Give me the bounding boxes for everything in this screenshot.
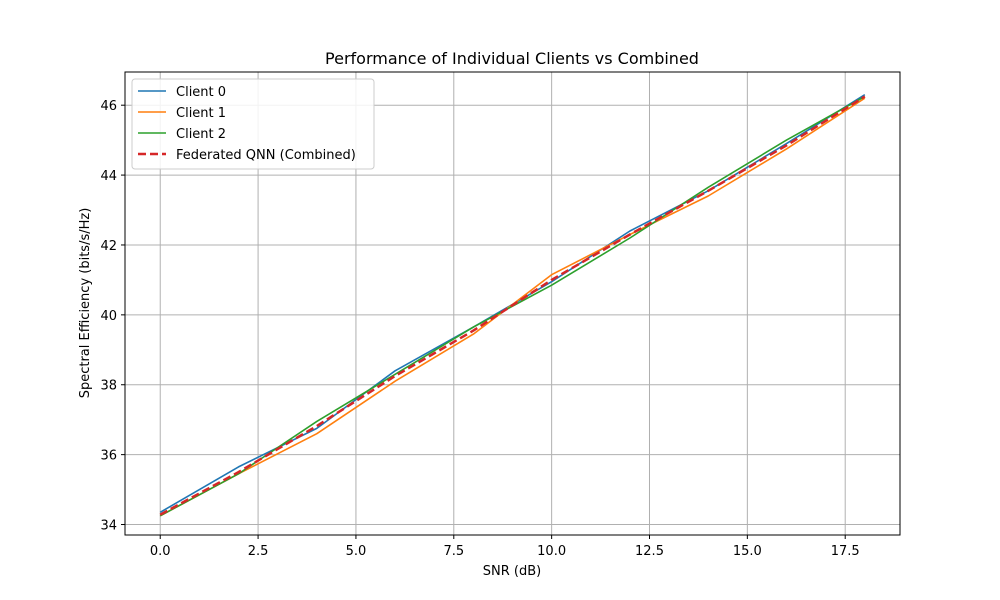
legend-label: Federated QNN (Combined) (176, 148, 356, 163)
grid (125, 72, 900, 535)
x-tick-label: 10.0 (537, 544, 566, 559)
x-tick-label: 5.0 (346, 544, 367, 559)
x-tick-label: 2.5 (248, 544, 269, 559)
y-tick-label: 42 (100, 239, 117, 254)
x-tick-label: 12.5 (635, 544, 664, 559)
series-line-3 (159, 95, 866, 516)
series-lines (159, 94, 866, 517)
y-tick-label: 34 (100, 519, 117, 534)
y-tick-label: 44 (100, 169, 117, 184)
y-tick-label: 38 (100, 379, 117, 394)
legend: Client 0 Client 1 Client 2 Federated QNN (C… (131, 78, 375, 170)
legend-box (131, 78, 375, 170)
x-tick-label: 7.5 (443, 544, 464, 559)
x-tick-label: 15.0 (733, 544, 762, 559)
y-tick-label: 46 (100, 99, 117, 114)
plot-frame (124, 71, 901, 536)
legend-label: Client 0 (176, 85, 226, 100)
x-axis-ticks: 0.0 2.5 5.0 7.5 10.0 12.5 15.0 17.5 (150, 535, 860, 559)
legend-label: Client 2 (176, 127, 226, 142)
x-axis-label: SNR (dB) (483, 564, 541, 579)
y-tick-label: 36 (100, 449, 117, 464)
x-tick-label: 0.0 (150, 544, 171, 559)
y-axis-ticks: 34 36 38 40 42 44 46 (100, 99, 125, 534)
x-tick-label: 17.5 (831, 544, 860, 559)
legend-label: Client 1 (176, 106, 226, 121)
chart-title: Performance of Individual Clients vs Com… (325, 49, 699, 68)
y-axis-label: Spectral Efficiency (bits/s/Hz) (78, 208, 93, 399)
y-tick-label: 40 (100, 309, 117, 324)
